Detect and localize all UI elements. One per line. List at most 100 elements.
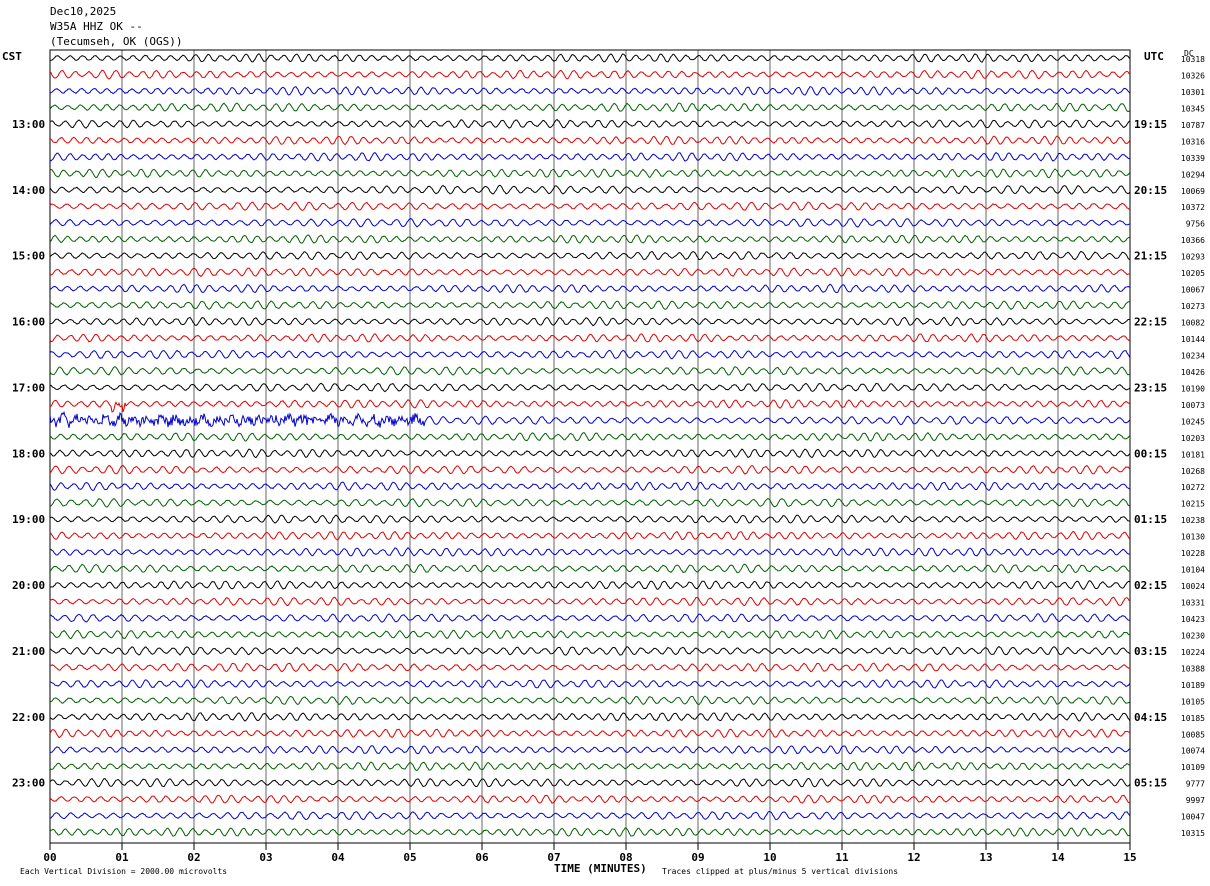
- x-tick-label: 10: [763, 851, 776, 864]
- left-hour-label: 14:00: [12, 184, 45, 197]
- dc-offset-label: 10104: [1181, 566, 1205, 575]
- seismic-trace: [49, 411, 1131, 429]
- dc-offset-label: 10074: [1181, 747, 1205, 756]
- left-hour-label: 22:00: [12, 711, 45, 724]
- dc-offset-label: 10268: [1181, 467, 1205, 476]
- seismic-trace: [49, 827, 1131, 837]
- left-hour-label: 15:00: [12, 250, 45, 263]
- seismic-trace: [49, 267, 1131, 278]
- x-tick-label: 02: [187, 851, 200, 864]
- seismic-trace: [49, 761, 1131, 772]
- dc-offset-label: 10130: [1181, 533, 1205, 542]
- seismic-trace: [49, 481, 1131, 492]
- dc-offset-label: 10293: [1181, 253, 1205, 262]
- right-hour-label: 21:15: [1134, 250, 1167, 263]
- dc-offset-label: 10189: [1181, 681, 1205, 690]
- left-hour-label: 16:00: [12, 316, 45, 329]
- dc-offset-label: 10144: [1181, 335, 1205, 344]
- seismic-trace: [49, 728, 1131, 739]
- dc-offset-label: 10205: [1181, 269, 1205, 278]
- dc-offset-label: 10423: [1181, 615, 1205, 624]
- dc-offset-label: 10234: [1181, 351, 1205, 360]
- dc-offset-label: 10073: [1181, 401, 1205, 410]
- clip-note: Traces clipped at plus/minus 5 vertical …: [662, 867, 899, 876]
- dc-offset-label: 10082: [1181, 319, 1205, 328]
- seismic-trace: [49, 613, 1131, 623]
- x-tick-label: 15: [1123, 851, 1136, 864]
- dc-offset-label: 10245: [1181, 417, 1205, 426]
- dc-offset-label: 10069: [1181, 187, 1205, 196]
- seismic-trace: [49, 382, 1131, 393]
- dc-offset-label: 10316: [1181, 137, 1205, 146]
- x-axis-title: TIME (MINUTES): [554, 862, 647, 875]
- x-tick-label: 05: [403, 851, 416, 864]
- x-tick-label: 12: [907, 851, 920, 864]
- right-hour-label: 22:15: [1134, 316, 1167, 329]
- left-timezone-label: CST: [2, 50, 22, 63]
- x-tick-label: 01: [115, 851, 129, 864]
- dc-offset-label: 10426: [1181, 368, 1205, 377]
- left-hour-label: 13:00: [12, 118, 45, 131]
- dc-offset-label: 10085: [1181, 730, 1205, 739]
- x-tick-label: 03: [259, 851, 272, 864]
- seismic-trace: [49, 135, 1131, 146]
- station-channel: W35A HHZ OK --: [50, 20, 143, 33]
- dc-offset-label: 10228: [1181, 549, 1205, 558]
- seismic-trace: [49, 201, 1131, 211]
- dc-offset-label: 10326: [1181, 71, 1205, 80]
- right-hour-label: 04:15: [1134, 711, 1167, 724]
- dc-offset-label: 10345: [1181, 104, 1205, 113]
- left-hour-label: 18:00: [12, 447, 45, 460]
- right-hour-label: 05:15: [1134, 777, 1167, 790]
- seismic-trace: [49, 580, 1131, 590]
- seismic-trace: [49, 662, 1131, 673]
- dc-offset-label: 10181: [1181, 450, 1205, 459]
- seismic-trace: [49, 679, 1131, 689]
- seismic-trace: [49, 333, 1131, 343]
- seismic-trace: [49, 250, 1131, 261]
- right-hour-label: 03:15: [1134, 645, 1167, 658]
- record-date: Dec10,2025: [50, 5, 117, 18]
- right-hour-label: 23:15: [1134, 381, 1167, 394]
- seismic-trace: [49, 184, 1131, 195]
- dc-offset-label: 10185: [1181, 714, 1205, 723]
- seismic-trace: [49, 745, 1131, 755]
- seismic-trace: [49, 497, 1131, 508]
- x-tick-label: 06: [475, 851, 489, 864]
- seismic-trace: [49, 85, 1131, 96]
- dc-offset-label: 9777: [1186, 780, 1205, 789]
- dc-offset-label: 10230: [1181, 631, 1205, 640]
- left-hour-label: 19:00: [12, 513, 45, 526]
- dc-offset-label: 9997: [1186, 796, 1205, 805]
- x-tick-label: 04: [331, 851, 345, 864]
- dc-offset-label: 10272: [1181, 483, 1205, 492]
- seismic-trace: [49, 514, 1131, 524]
- seismic-trace: [49, 168, 1131, 179]
- dc-offset-label: 10047: [1181, 813, 1205, 822]
- seismic-trace: [49, 448, 1131, 459]
- dc-offset-label: 10215: [1181, 500, 1205, 509]
- right-hour-label: 00:15: [1134, 447, 1167, 460]
- dc-offset-label: 10190: [1181, 384, 1205, 393]
- scale-note: Each Vertical Division = 2000.00 microvo…: [20, 867, 228, 876]
- dc-offset-label: 10315: [1181, 829, 1205, 838]
- seismic-trace: [49, 151, 1131, 162]
- seismic-trace: [49, 283, 1131, 294]
- right-timezone-label: UTC: [1144, 50, 1164, 63]
- seismic-trace: [49, 810, 1131, 821]
- dc-offset-label: 9756: [1186, 220, 1205, 229]
- x-tick-label: 11: [835, 851, 849, 864]
- seismic-trace: [49, 234, 1131, 244]
- seismic-trace: [49, 563, 1131, 574]
- dc-offset-label: 10787: [1181, 121, 1205, 130]
- left-hour-label: 17:00: [12, 381, 45, 394]
- dc-offset-label: 10339: [1181, 154, 1205, 163]
- seismic-trace: [49, 547, 1131, 557]
- plot-frame: [49, 49, 1131, 844]
- seismic-trace: [49, 69, 1131, 80]
- dc-offset-label: 10224: [1181, 648, 1205, 657]
- seismic-trace: [49, 778, 1131, 788]
- dc-offset-label: 10331: [1181, 599, 1205, 608]
- dc-offset-label: 10203: [1181, 434, 1205, 443]
